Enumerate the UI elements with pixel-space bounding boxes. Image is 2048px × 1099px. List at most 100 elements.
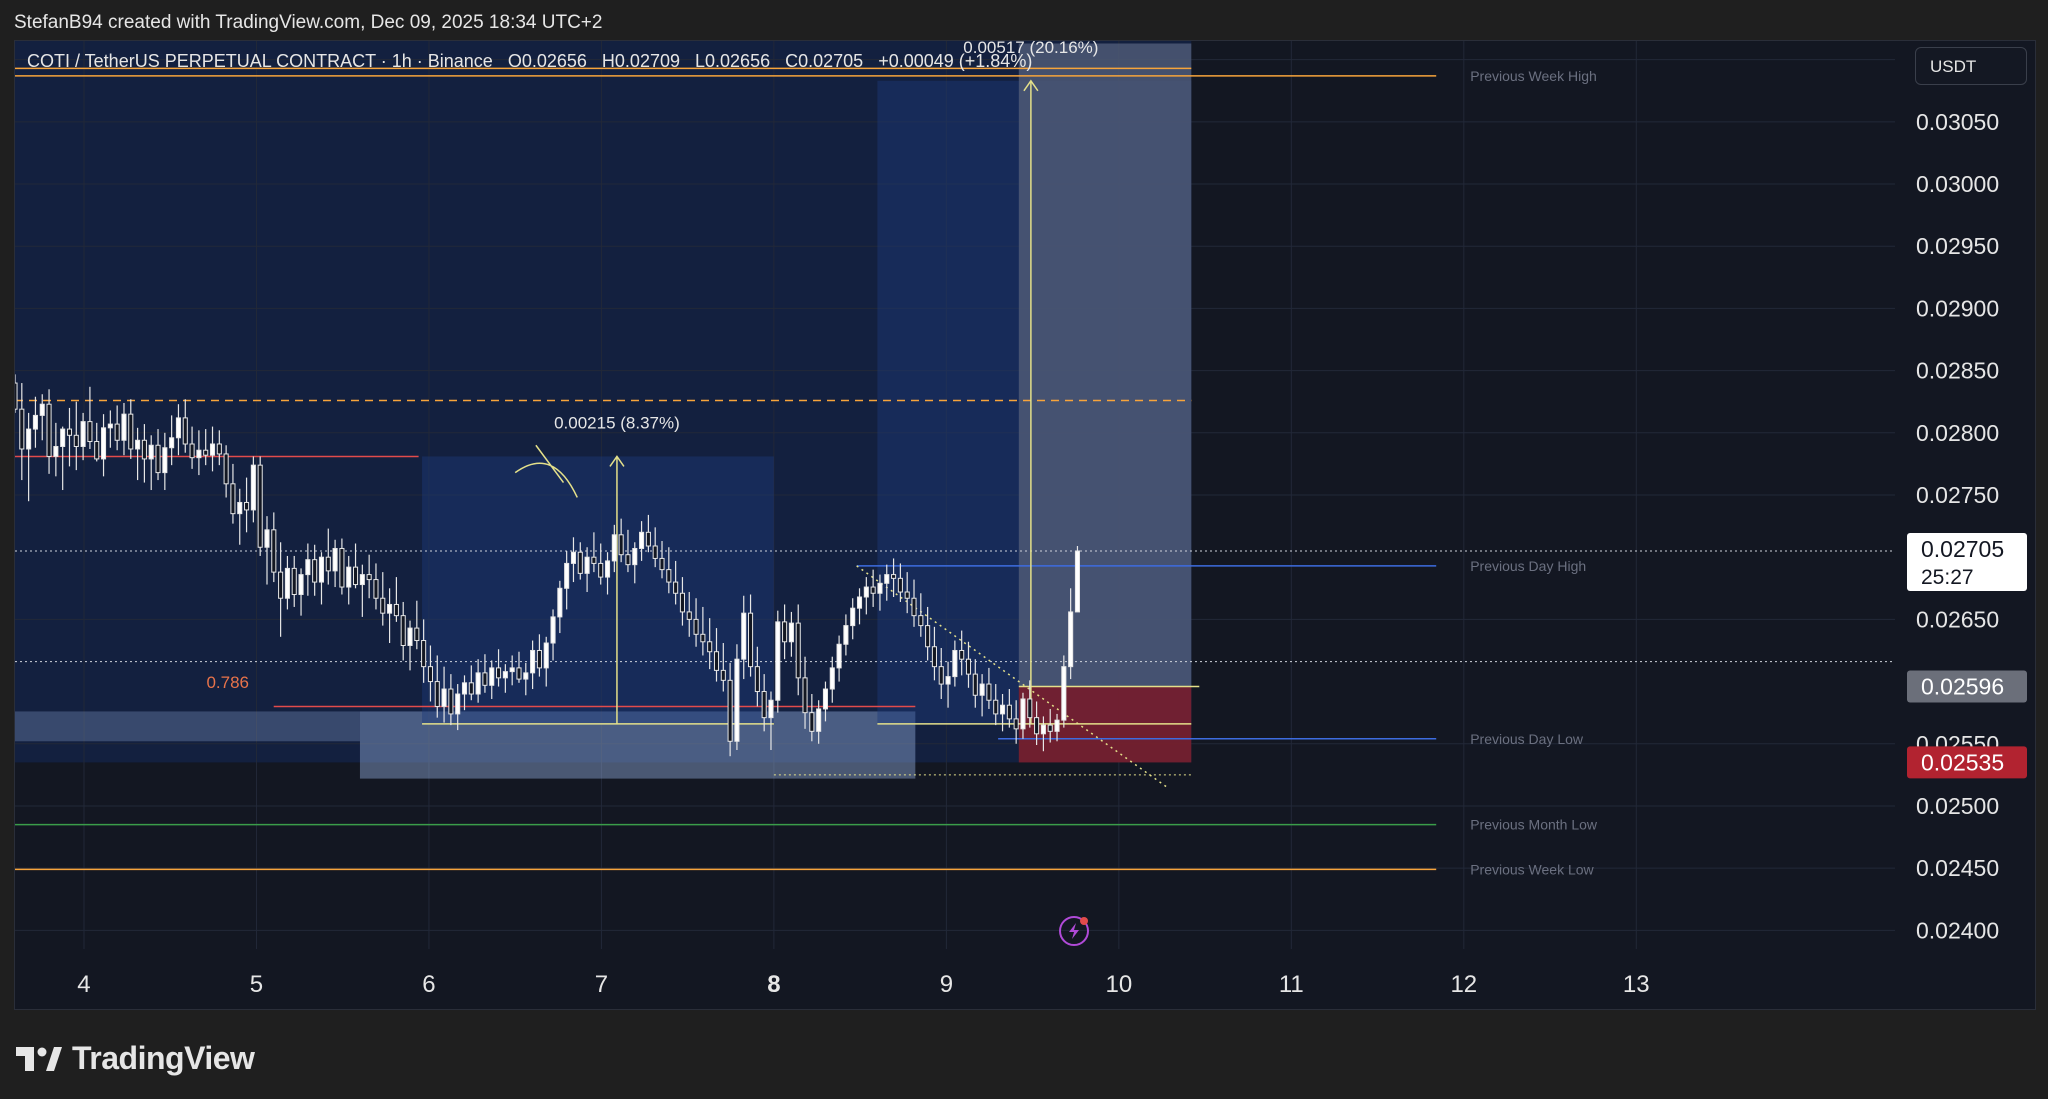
candle-body: [148, 444, 154, 460]
candle-body: [557, 587, 563, 618]
candle-body: [816, 708, 822, 732]
price-label-text: 0.02596: [1921, 674, 2004, 700]
measure-label: 0.00517 (20.16%): [963, 41, 1098, 57]
y-tick-label: 0.02900: [1916, 295, 1999, 321]
change-value: +0.00049 (+1.84%): [878, 51, 1033, 71]
candle-body: [754, 666, 760, 693]
candle-body: [1027, 698, 1033, 719]
candle-body: [986, 683, 992, 701]
candle-body: [639, 531, 645, 549]
y-tick-label: 0.02950: [1916, 233, 1999, 259]
candle-body: [230, 483, 236, 515]
candle-body: [250, 464, 256, 511]
measure-arrow-head: [609, 455, 625, 467]
candle-body: [427, 666, 433, 683]
candle-body: [162, 447, 168, 474]
candle-body: [135, 439, 141, 450]
candle-body: [516, 667, 522, 680]
x-tick-label: 9: [940, 971, 953, 998]
candle-body: [741, 612, 747, 660]
candle-body: [782, 621, 788, 643]
candle-body: [938, 666, 944, 685]
candle-body: [155, 444, 161, 474]
y-tick-label: 0.03000: [1916, 171, 1999, 197]
candle-body: [734, 658, 740, 742]
candle-body: [925, 625, 931, 648]
candle-body: [795, 622, 801, 679]
candle-body: [414, 627, 420, 642]
candle-body: [700, 633, 706, 643]
candle-body: [645, 531, 651, 547]
candle-body: [788, 622, 794, 643]
candle-body: [591, 556, 597, 564]
tradingview-logo-icon: [16, 1046, 62, 1071]
candle-body: [373, 579, 379, 599]
current-price-label: [1907, 532, 2027, 591]
footer: TradingView: [0, 1008, 2048, 1099]
candle-body: [679, 592, 685, 613]
y-tick-label: 0.02800: [1916, 420, 1999, 446]
level-label: Previous Week High: [1470, 68, 1597, 84]
shaded-zone: [15, 41, 1192, 763]
candle-body: [918, 615, 924, 627]
candle-body: [1074, 550, 1081, 613]
candle-body: [931, 646, 937, 668]
lightning-bolt: [1069, 923, 1080, 939]
candle-body: [107, 423, 113, 429]
candle-body: [352, 566, 359, 586]
y-tick-label: 0.02750: [1916, 482, 1999, 508]
candle-body: [441, 688, 447, 707]
candle-body: [339, 547, 345, 588]
candle-body: [972, 673, 978, 696]
candle-body: [945, 676, 951, 685]
notification-dot: [1080, 917, 1089, 925]
candle-body: [359, 574, 365, 586]
candle-body: [73, 434, 79, 447]
candle-body: [182, 417, 188, 445]
symbol-title: COTI / TetherUS PERPETUAL CONTRACT · 1h …: [27, 51, 493, 71]
candle-body: [448, 688, 454, 715]
x-axis: 4 5 6 7 8 9 10 11 12 13: [77, 971, 1650, 998]
y-tick-label: 0.02400: [1916, 917, 1999, 943]
candle-body: [305, 559, 311, 576]
candle-body: [325, 556, 331, 572]
candle-body: [625, 554, 631, 566]
candle-body: [863, 586, 869, 598]
y-tick-label: 0.02500: [1916, 793, 1999, 819]
tradingview-logo: TradingView: [16, 1040, 255, 1077]
candle-body: [468, 682, 474, 695]
y-tick-label: 0.03050: [1916, 109, 1999, 135]
price-label-grey: [1907, 670, 2027, 703]
x-tick-label: 8: [767, 971, 780, 998]
top-bar: StefanB94 created with TradingView.com, …: [0, 0, 2048, 40]
candle-body: [264, 529, 270, 548]
candle-body: [829, 667, 835, 690]
fib-label: 0.786: [206, 673, 249, 692]
x-tick-label: 13: [1623, 971, 1650, 998]
candle-body: [1034, 717, 1040, 735]
candle-body: [114, 423, 120, 441]
candle-body: [604, 560, 611, 578]
candle-body: [189, 443, 195, 459]
measure-box: [422, 456, 774, 724]
candle-body: [496, 667, 502, 679]
price-chart[interactable]: Previous Week High Previous Day High Previ…: [15, 41, 2035, 1009]
y-tick-label: 0.02850: [1916, 358, 1999, 384]
candle-body: [570, 551, 577, 564]
candle-body: [80, 421, 86, 447]
currency-button[interactable]: USDT: [1915, 47, 2027, 85]
level-label: Previous Day Low: [1470, 731, 1584, 747]
candle-body: [203, 449, 209, 456]
chart-panel[interactable]: Previous Week High Previous Day High Previ…: [14, 40, 2036, 1010]
candle-body: [850, 607, 856, 627]
candle-body: [802, 677, 808, 714]
lightning-icon: [1059, 916, 1090, 946]
candle-body: [543, 642, 549, 669]
candle-body: [870, 586, 876, 594]
candle-body: [1006, 704, 1012, 720]
price-label-text: 0.02535: [1921, 749, 2004, 775]
candle-body: [380, 597, 386, 614]
candle-body: [196, 449, 202, 459]
candle-body: [175, 417, 181, 439]
y-tick-label: 0.02650: [1916, 606, 1999, 632]
